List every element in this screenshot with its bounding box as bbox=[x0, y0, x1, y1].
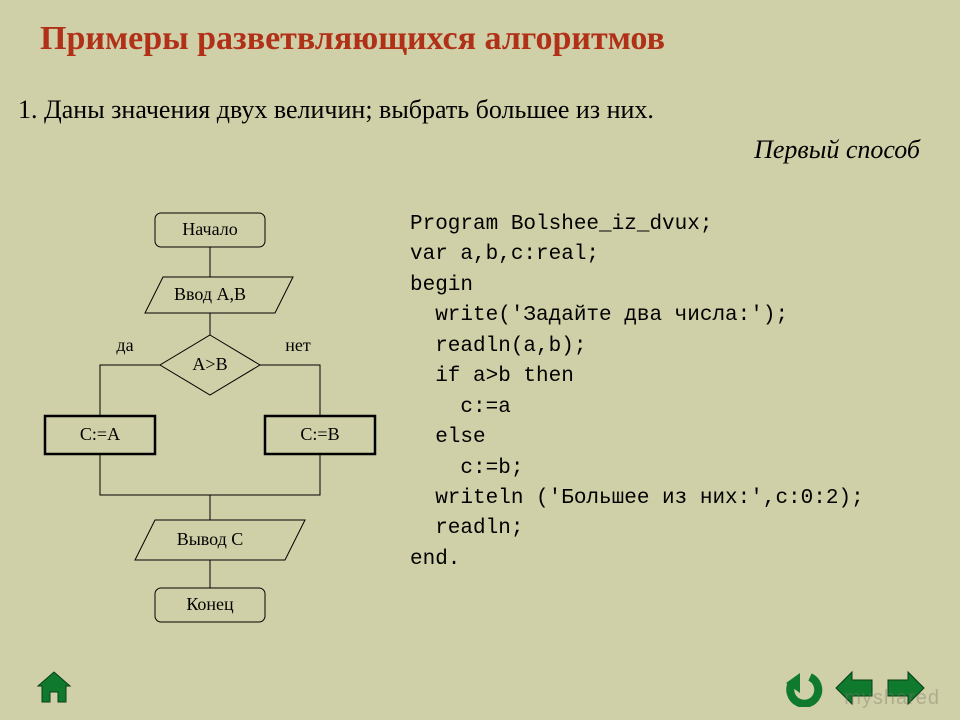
branch-no-label: нет bbox=[285, 335, 311, 355]
nav-left-group bbox=[28, 668, 80, 708]
branch-yes-label: да bbox=[116, 335, 133, 355]
flowchart: Начало Ввод A,B A>B да нет C:=A C:=B Выв… bbox=[30, 200, 390, 640]
home-icon bbox=[34, 670, 74, 706]
undo-icon bbox=[780, 669, 824, 707]
node-end-label: Конец bbox=[186, 594, 234, 614]
node-input-label: Ввод A,B bbox=[174, 284, 246, 304]
node-left-label: C:=A bbox=[80, 424, 120, 444]
home-button[interactable] bbox=[32, 668, 76, 708]
watermark: myshared bbox=[844, 687, 940, 710]
node-decision-label: A>B bbox=[192, 354, 227, 374]
node-right-label: C:=B bbox=[300, 424, 339, 444]
node-start-label: Начало bbox=[182, 219, 237, 239]
page-title: Примеры разветвляющихся алгоритмов bbox=[40, 20, 665, 58]
node-output-label: Вывод C bbox=[177, 529, 244, 549]
pascal-code: Program Bolshee_iz_dvux; var a,b,c:real;… bbox=[410, 210, 864, 575]
problem-statement: 1. Даны значения двух величин; выбрать б… bbox=[18, 95, 654, 125]
undo-button[interactable] bbox=[780, 668, 824, 708]
method-label: Первый способ bbox=[754, 135, 920, 165]
